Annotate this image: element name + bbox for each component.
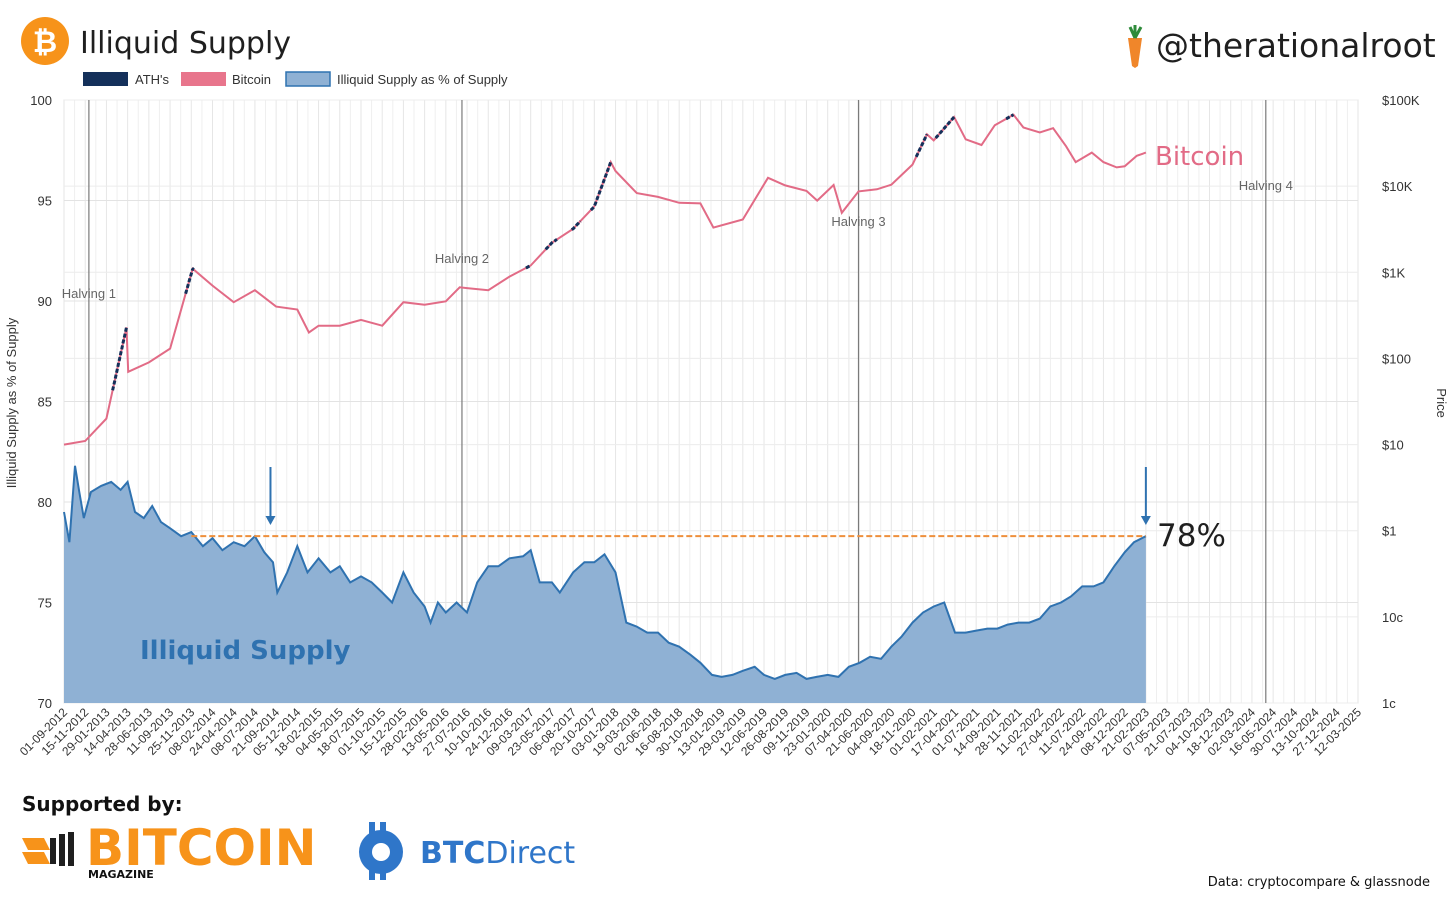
y-axis-title: Illiquid Supply as % of Supply <box>4 317 19 488</box>
ath-segment <box>111 326 128 391</box>
halving-label: Halving 2 <box>435 251 489 266</box>
bitcoin-icon-glyph: ₿ <box>33 25 57 60</box>
bitcoin-price-layer <box>63 113 1147 446</box>
footer: Supported by: BITCOIN MAGAZINE BTCDire <box>22 792 1430 890</box>
ath-segment <box>525 264 532 270</box>
ath-segment <box>544 238 558 251</box>
author-handle: @therationalroot <box>1156 26 1436 65</box>
page-title: Illiquid Supply <box>80 26 291 61</box>
legend: ATH's Bitcoin Illiquid Supply as % of Su… <box>83 71 508 87</box>
y-tick-label: 85 <box>38 395 52 410</box>
bitcoin-magazine-subtitle: MAGAZINE <box>88 868 154 881</box>
bitcoin-magazine-wordmark: BITCOIN <box>86 819 316 877</box>
illiquid-supply-area <box>63 465 1147 703</box>
illiquid-series-label: Illiquid Supply <box>140 636 350 666</box>
ath-segment <box>1005 113 1015 121</box>
legend-swatch-bitcoin <box>181 72 226 86</box>
y-tick-label: 100 <box>30 93 52 108</box>
btc-direct-wordmark: BTCDirect <box>420 836 575 871</box>
halving-label: Halving 4 <box>1239 178 1293 193</box>
y2-tick-label: $1 <box>1382 524 1396 539</box>
x-axis: 01-09-201215-11-201229-01-201314-04-2013… <box>17 705 1365 759</box>
arrow-markers <box>265 467 1151 525</box>
y2-tick-label: $100K <box>1382 93 1420 108</box>
current-percentage-label: 78% <box>1157 518 1226 554</box>
arrow-head <box>1140 516 1151 525</box>
carrot-icon <box>1128 25 1143 68</box>
y2-tick-label: $1K <box>1382 265 1405 280</box>
ath-segment <box>934 116 956 140</box>
y2-tick-label: $10 <box>1382 438 1404 453</box>
y2-tick-label: $100 <box>1382 351 1411 366</box>
supported-by-label: Supported by: <box>22 792 183 816</box>
halving-label: Halving 1 <box>62 286 116 301</box>
btc-direct-logo: BTCDirect <box>359 822 575 880</box>
legend-swatch-ath <box>83 72 128 86</box>
btc-direct-part-a: BTC <box>420 836 485 871</box>
ath-segment <box>914 133 929 158</box>
header: ₿ Illiquid Supply @therationalroot <box>21 17 1436 68</box>
legend-swatch-illiquid <box>285 71 331 87</box>
y-tick-label: 95 <box>38 194 52 209</box>
btc-direct-part-b: Direct <box>485 836 575 871</box>
bitcoin-magazine-icon <box>22 832 74 866</box>
bitcoin-price-line <box>63 113 1147 446</box>
halving-label: Halving 3 <box>831 214 885 229</box>
y-tick-label: 70 <box>38 696 52 711</box>
arrow-head <box>265 516 276 525</box>
bitcoin-series-label: Bitcoin <box>1155 142 1244 172</box>
data-source: Data: cryptocompare & glassnode <box>1208 875 1430 890</box>
illiquid-supply-fill <box>64 465 1146 703</box>
y-axis-right: $100K $10K $1K $100 $10 $1 10c 1c <box>1382 93 1420 711</box>
y2-tick-label: 10c <box>1382 610 1403 625</box>
ath-segment <box>589 161 613 212</box>
y2-tick-label: 1c <box>1382 696 1396 711</box>
btc-direct-icon <box>359 822 403 880</box>
ath-segment <box>184 267 195 295</box>
bitcoin-icon <box>21 17 69 65</box>
y-tick-label: 90 <box>38 294 52 309</box>
y-tick-label: 80 <box>38 495 52 510</box>
y-axis-left: 100 95 90 85 80 75 70 <box>30 93 52 711</box>
y-tick-label: 75 <box>38 596 52 611</box>
illiquid-supply-line <box>63 465 1147 680</box>
legend-label-illiquid: Illiquid Supply as % of Supply <box>337 72 508 87</box>
ath-layer <box>111 113 1015 391</box>
ath-segment <box>570 219 582 231</box>
y2-tick-label: $10K <box>1382 179 1413 194</box>
y2-axis-title: Price <box>1434 388 1449 418</box>
bitcoin-magazine-logo: BITCOIN MAGAZINE <box>22 819 316 881</box>
legend-label-bitcoin: Bitcoin <box>232 72 271 87</box>
legend-label-ath: ATH's <box>135 72 170 87</box>
